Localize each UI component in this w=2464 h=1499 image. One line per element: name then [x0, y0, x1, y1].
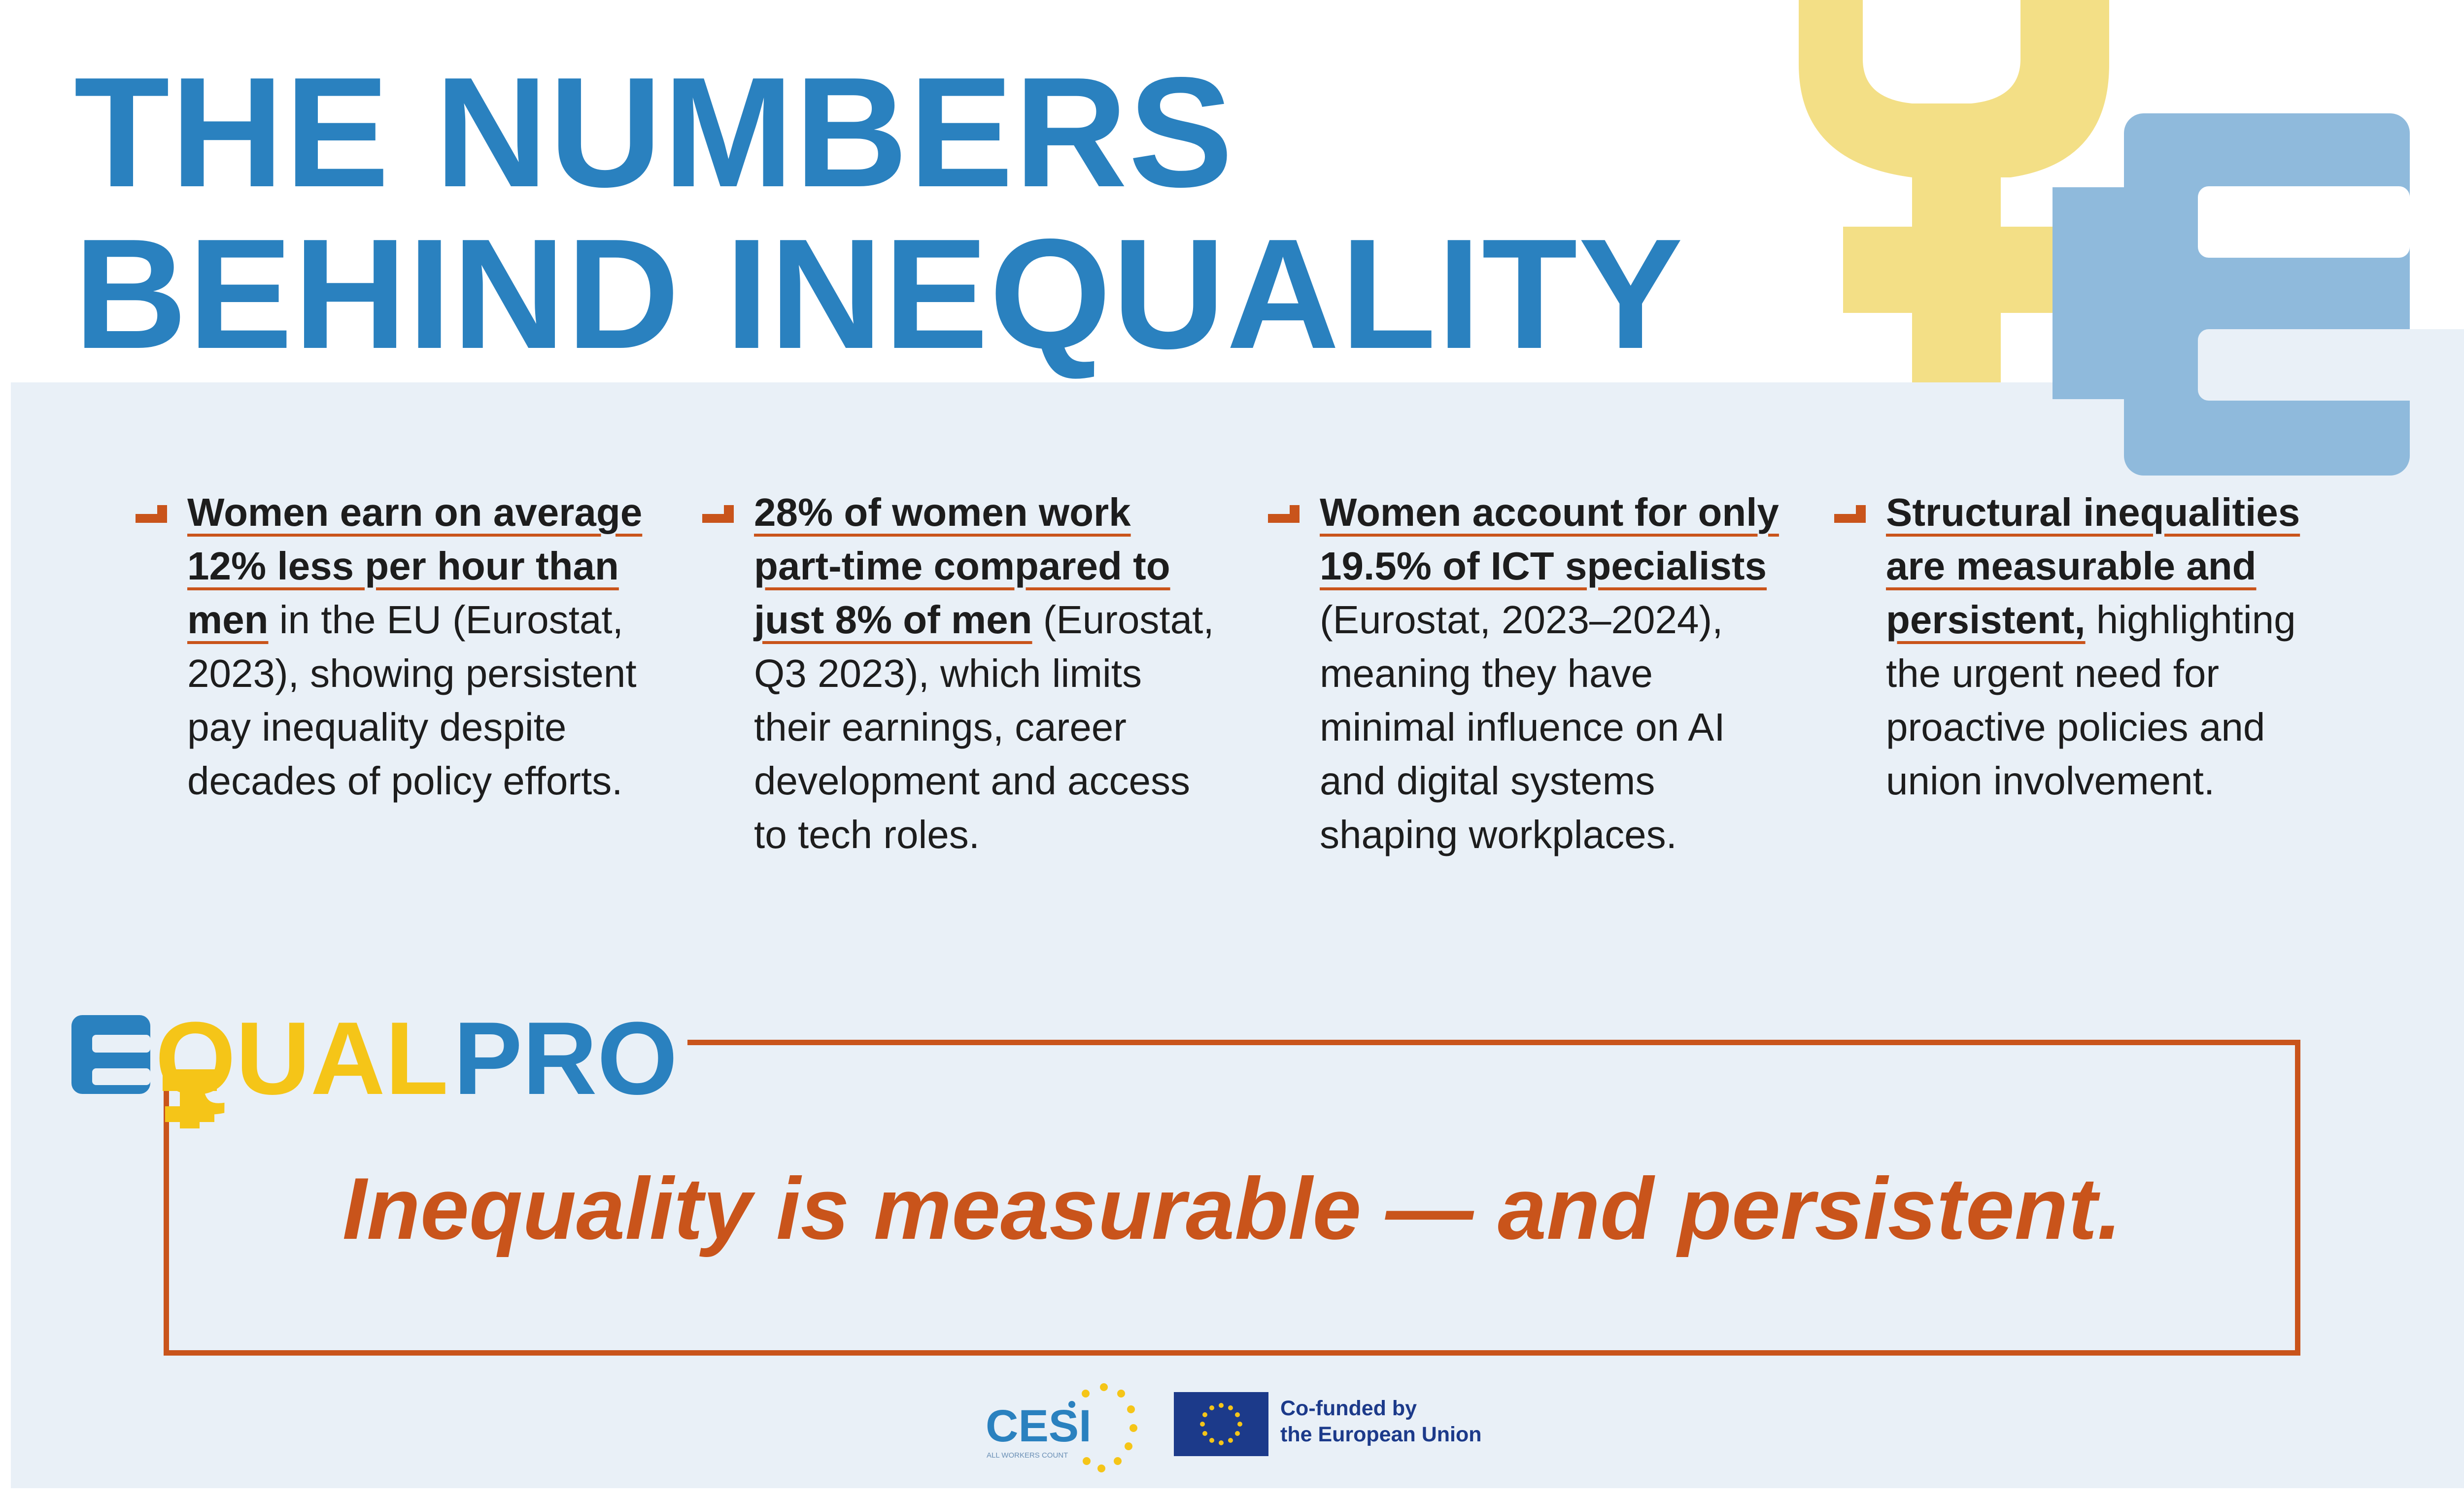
- bullet-icon: [1268, 505, 1300, 523]
- stat-column-2: 28% of women work part-time compared to …: [702, 485, 1227, 861]
- stat-column-3: Women account for only 19.5% of ICT spec…: [1268, 485, 1793, 861]
- equalpro-logo: QUAL PRO: [71, 1000, 678, 1128]
- stat-body: highlighting the urgent need for proacti…: [1886, 598, 2296, 803]
- cofunded-text: Co-funded by the European Union: [1280, 1396, 1482, 1448]
- stat-highlight: Structural inequalities are measurable a…: [1886, 490, 2300, 642]
- content-panel: [11, 382, 2464, 1488]
- cofund-line-2: the European Union: [1280, 1423, 1482, 1446]
- title-line-1: THE NUMBERS: [74, 45, 1234, 220]
- quote-text: Inequality is measurable — and persisten…: [342, 1159, 2122, 1258]
- eu-flag-icon: [1174, 1392, 1268, 1456]
- logo-e-mark-icon: [71, 1015, 150, 1094]
- cesi-logo: CESI ALL WORKERS COUNT: [986, 1383, 1137, 1472]
- stat-highlight: 28% of women work part-time compared to …: [754, 490, 1170, 642]
- stat-highlight: Women earn on average 12% less per hour …: [187, 490, 643, 642]
- logo-text-qual: QUAL: [155, 1000, 448, 1116]
- bullet-icon: [702, 505, 734, 523]
- quote-frame: [164, 1042, 2300, 1356]
- cofund-line-1: Co-funded by: [1280, 1397, 1417, 1420]
- logo-text-pro: PRO: [453, 1000, 678, 1116]
- cesi-name: CESI: [986, 1401, 1092, 1451]
- cesi-tagline: ALL WORKERS COUNT: [987, 1451, 1068, 1460]
- female-symbol-icon: [1799, 0, 2109, 382]
- e-symbol-icon: [2053, 113, 2464, 476]
- gender-symbols-decoration: [1799, 0, 2464, 476]
- bullet-icon: [1834, 505, 1866, 523]
- cesi-stars-icon: [1082, 1383, 1137, 1472]
- stat-highlight: Women account for only 19.5% of ICT spec…: [1320, 490, 1779, 588]
- stat-column-4: Structural inequalities are measurable a…: [1834, 485, 2359, 808]
- stat-body: (Eurostat, Q3 2023), which limits their …: [754, 598, 1214, 856]
- title-line-2: BEHIND INEQUALITY: [74, 206, 1684, 381]
- bullet-icon: [136, 505, 167, 523]
- stat-body: in the EU (Eurostat, 2023), showing pers…: [187, 598, 637, 803]
- stat-body: (Eurostat, 2023–2024), meaning they have…: [1320, 598, 1725, 856]
- logo-female-q-icon: [163, 1069, 217, 1128]
- page-title: THE NUMBERS BEHIND INEQUALITY: [74, 52, 1684, 375]
- quote-frame-top: [687, 1040, 2300, 1045]
- stat-column-1: Women earn on average 12% less per hour …: [136, 485, 660, 808]
